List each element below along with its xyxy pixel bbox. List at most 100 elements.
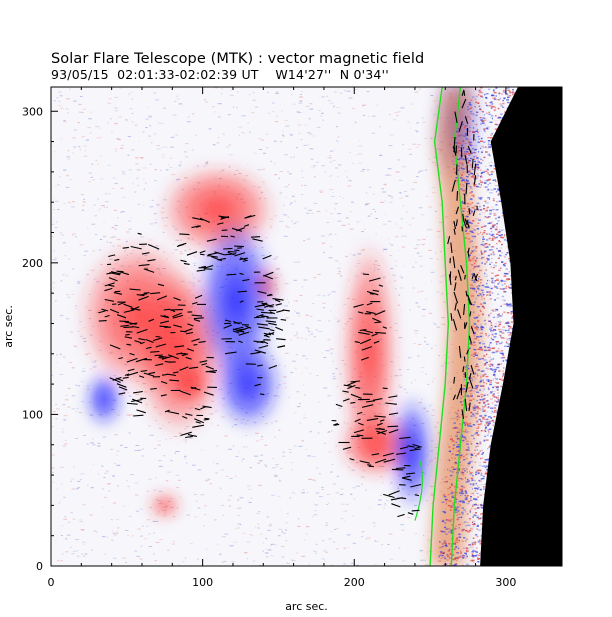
limb-speck [455,546,458,548]
field-vector [230,235,235,238]
limb-speck [483,465,486,467]
limb-speck [473,289,477,292]
limb-speck [477,408,479,410]
noise-speck [261,168,265,170]
limb-speck [462,421,465,424]
limb-speck [451,491,454,494]
limb-speck [475,455,477,457]
field-vector [163,308,170,311]
limb-speck [472,544,474,546]
field-vector [199,250,206,254]
limb-speck [462,557,465,559]
field-vector [216,222,224,225]
noise-speck [229,495,232,497]
noise-speck [384,184,387,186]
noise-speck [323,442,327,444]
limb-speck [447,504,451,507]
noise-speck [393,280,397,282]
limb-speck [475,246,478,248]
noise-speck [296,312,300,314]
noise-speck [127,136,131,137]
noise-speck [155,477,157,479]
limb-speck [482,357,484,360]
noise-speck [169,157,173,159]
limb-speck [482,225,485,228]
limb-speck [496,411,498,413]
noise-speck [163,107,166,109]
noise-speck [135,163,139,165]
noise-speck [385,174,390,176]
limb-speck [505,285,508,287]
limb-speck [463,373,466,375]
noise-speck [334,259,337,261]
limb-speck [469,472,473,474]
noise-speck [340,518,344,520]
limb-speck [458,467,461,469]
field-vector [176,352,183,355]
limb-speck [464,438,467,440]
limb-speck [472,505,473,507]
limb-speck [484,363,487,365]
noise-speck [169,437,172,439]
noise-speck [327,538,332,540]
noise-speck [302,489,305,491]
limb-speck [482,381,484,383]
limb-speck [487,184,489,186]
noise-speck [507,339,511,341]
noise-speck [326,222,329,223]
noise-speck [193,255,197,257]
limb-speck [475,250,477,252]
limb-speck [449,553,452,555]
field-vector [245,214,256,219]
limb-speck [502,337,506,339]
noise-speck [274,420,278,422]
limb-speck [483,170,487,173]
x-tick-label: 200 [344,576,365,589]
noise-speck [305,105,309,107]
noise-speck [314,480,316,482]
noise-speck [308,133,313,135]
limb-speck [476,128,479,131]
field-vector [361,346,373,351]
limb-speck [476,445,480,447]
limb-speck [490,246,493,248]
limb-speck [503,303,507,305]
field-vector [104,282,115,287]
limb-speck [454,540,457,543]
noise-speck [372,115,376,117]
limb-speck [473,452,476,454]
noise-speck [373,525,376,527]
noise-speck [322,540,325,542]
noise-speck [492,213,495,214]
limb-speck [472,528,474,530]
limb-speck [485,426,487,428]
limb-speck [489,213,492,215]
noise-speck [51,374,54,376]
noise-speck [60,107,64,109]
field-vector [256,313,264,318]
noise-speck [62,445,67,447]
limb-speck [489,421,491,423]
noise-speck [280,274,283,276]
field-vector [269,329,275,332]
limb-speck [473,335,476,337]
limb-speck [481,453,483,455]
limb-speck [490,435,493,437]
limb-speck [441,530,444,533]
limb-speck [510,332,512,334]
field-vector [172,314,184,319]
limb-speck [500,234,503,236]
limb-speck [477,406,479,408]
field-vector [261,315,269,318]
limb-speck [473,152,477,154]
limb-speck [488,431,490,433]
limb-speck [484,124,486,126]
limb-speck [462,540,464,542]
field-vector [379,419,385,422]
limb-speck [502,375,504,378]
noise-speck [307,132,310,133]
field-vector [263,341,269,345]
limb-speck [470,415,473,417]
limb-speck [484,483,487,485]
noise-speck [279,171,283,172]
